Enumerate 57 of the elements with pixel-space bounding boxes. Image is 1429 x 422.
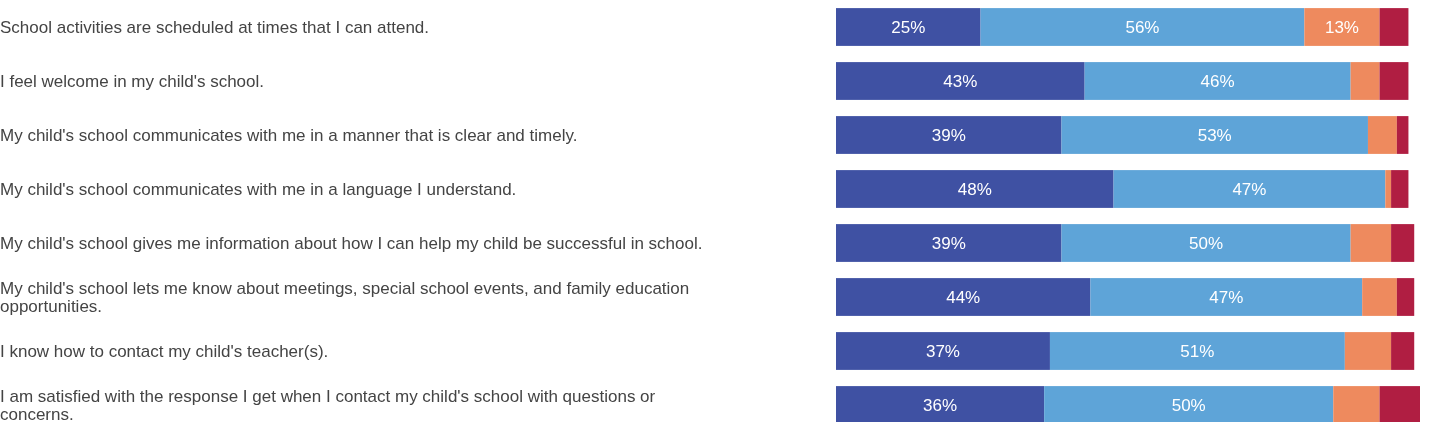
data-label: 39% [931, 233, 966, 253]
y-tick-label: My child's school communicates with me in a manner that is clear and timely. [0, 125, 578, 145]
bar [1084, 62, 1351, 100]
y-tick-label: I am satisfied with the response I get when I contact my child's school with questions or concerns. [0, 386, 656, 422]
bar [836, 386, 1045, 422]
bar [1379, 8, 1409, 46]
bar [1396, 116, 1409, 154]
data-label: 36% [923, 395, 958, 415]
bar [1344, 332, 1392, 370]
y-tick-label: My child's school gives me information about how I can help my child be successful in school. [0, 233, 703, 253]
y-tick-label: I feel welcome in my child's school. [0, 71, 265, 91]
y-tick-label: I know how to contact my child's teacher(s). [0, 341, 329, 361]
bar [980, 8, 1305, 46]
bar [1379, 62, 1409, 100]
bar [1350, 224, 1392, 262]
bar [1362, 278, 1397, 316]
bar [1391, 332, 1415, 370]
bar [1367, 116, 1397, 154]
y-tick-label: My child's school communicates with me in a language I understand. [0, 179, 517, 199]
y-tick-label: School activities are scheduled at times that I can attend. [0, 17, 430, 37]
bar [836, 278, 1091, 316]
bar [836, 224, 1062, 262]
data-label: 13% [1324, 17, 1359, 37]
bar [1391, 170, 1409, 208]
data-label: 47% [1209, 287, 1244, 307]
bar [1385, 170, 1392, 208]
bar [1061, 116, 1368, 154]
bar [836, 332, 1050, 370]
data-label: 47% [1232, 179, 1267, 199]
bar [1333, 386, 1380, 422]
bar [1061, 224, 1351, 262]
bar [1396, 278, 1415, 316]
data-label: 44% [946, 287, 981, 307]
data-label: 43% [943, 71, 978, 91]
bar [836, 62, 1085, 100]
data-label: 25% [891, 17, 926, 37]
bar [1044, 386, 1334, 422]
data-label: 37% [925, 341, 960, 361]
data-label: 53% [1197, 125, 1232, 145]
bar [1350, 62, 1380, 100]
bar [1113, 170, 1386, 208]
bar [1049, 332, 1345, 370]
y-tick-label: My child's school lets me know about meetings, special school events, and family education opportunities. [0, 278, 690, 316]
bar [1391, 224, 1415, 262]
bar [836, 116, 1062, 154]
data-label: 39% [931, 125, 966, 145]
data-label: 46% [1200, 71, 1235, 91]
bar [1304, 8, 1380, 46]
bar [1379, 386, 1420, 422]
data-label: 50% [1171, 395, 1206, 415]
data-label: 51% [1180, 341, 1215, 361]
data-label: 56% [1125, 17, 1160, 37]
bar [1090, 278, 1363, 316]
bar [836, 8, 981, 46]
data-label: 48% [957, 179, 992, 199]
bar [836, 170, 1114, 208]
data-label: 50% [1189, 233, 1224, 253]
